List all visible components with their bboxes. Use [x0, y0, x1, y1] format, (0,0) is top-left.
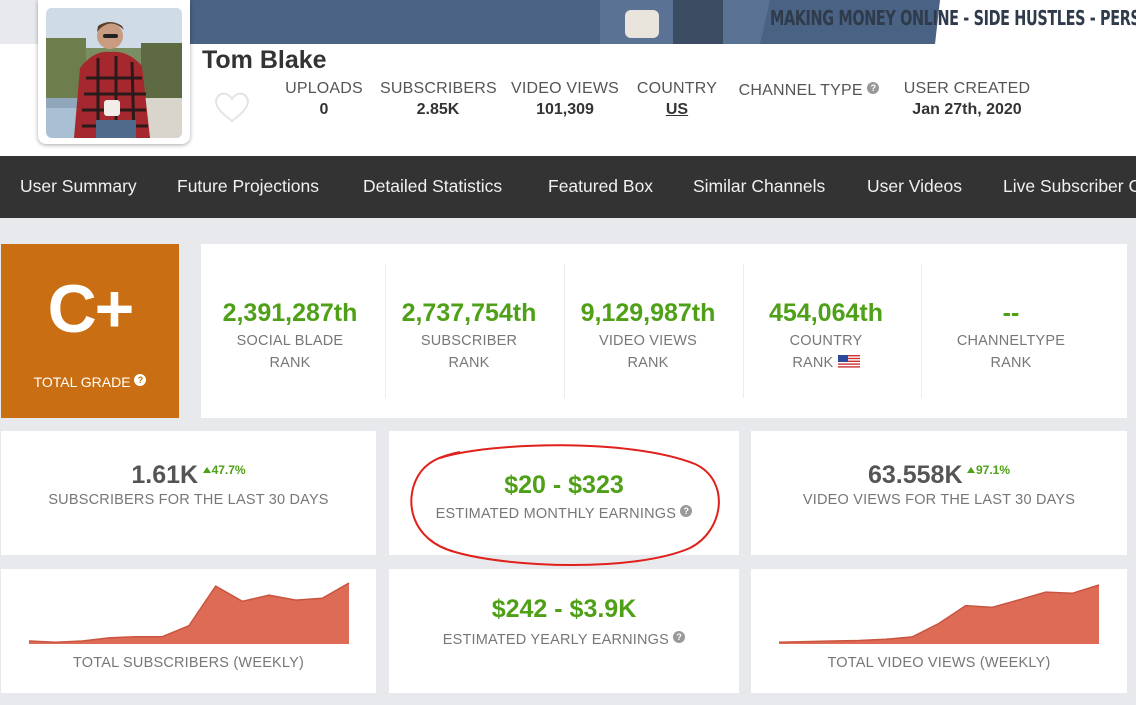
stat-label: VIDEO VIEWS [511, 80, 619, 97]
help-icon[interactable]: ? [680, 505, 693, 517]
yearly-earnings-label: ESTIMATED YEARLY EARNINGS [442, 632, 670, 648]
rank-label: RANK [792, 355, 834, 371]
stat-label: CHANNEL TYPE [738, 82, 863, 99]
subs-growth-badge: 47.7% [202, 463, 246, 477]
rank-label: RANK [269, 355, 311, 371]
rank-label: RANK [990, 355, 1032, 371]
country-link[interactable]: US [665, 101, 689, 118]
subs-30-days-label: SUBSCRIBERS FOR THE LAST 30 DAYS [48, 492, 329, 508]
grade-label: TOTAL GRADE [33, 374, 131, 390]
rank-channel-type: -- CHANNELTYPE RANK [921, 264, 1101, 398]
stat-channel-type: CHANNEL TYPE ? [734, 82, 884, 103]
rank-value: 454,064th [769, 299, 883, 327]
views-30-days-label: VIDEO VIEWS FOR THE LAST 30 DAYS [802, 492, 1076, 508]
help-icon[interactable]: ? [134, 374, 147, 386]
divider [921, 264, 922, 398]
tab-future-projections[interactable]: Future Projections [177, 176, 320, 196]
tab-similar-channels[interactable]: Similar Channels [693, 176, 826, 196]
rank-value: 9,129,987th [580, 299, 716, 327]
tab-detailed-statistics[interactable]: Detailed Statistics [363, 176, 503, 196]
rank-country: 454,064th COUNTRY RANK [737, 264, 915, 398]
stat-video-views: VIDEO VIEWS 101,309 [510, 80, 620, 119]
arrow-up-icon [966, 467, 975, 473]
yearly-earnings-value: $242 - $3.9K [491, 595, 637, 623]
tab-user-summary[interactable]: User Summary [20, 176, 137, 196]
stat-country: COUNTRY US [634, 80, 720, 119]
subs-weekly-chart-card: TOTAL SUBSCRIBERS (WEEKLY) [1, 569, 376, 693]
rank-value: 2,737,754th [401, 299, 537, 327]
tab-featured-box[interactable]: Featured Box [548, 176, 654, 196]
views-30-days-value: 63.558K [867, 461, 963, 489]
rank-label: SUBSCRIBER [420, 333, 518, 349]
grade-value: C+ [47, 271, 135, 347]
tab-live-subscriber-count[interactable]: Live Subscriber Count [1003, 176, 1136, 196]
rank-value: 2,391,287th [222, 299, 358, 327]
views-weekly-chart-label: TOTAL VIDEO VIEWS (WEEKLY) [827, 655, 1051, 671]
divider [743, 264, 744, 398]
channel-header: MAKING MONEY ONLINE - SIDE HUSTLES - PER… [0, 0, 1136, 156]
monthly-earnings-value: $20 - $323 [504, 471, 624, 499]
subs-chart-line [28, 582, 350, 643]
monthly-earnings-card: $20 - $323 ESTIMATED MONTHLY EARNINGS ? [389, 431, 739, 555]
rank-social-blade: 2,391,287th SOCIAL BLADE RANK [201, 264, 379, 398]
rank-subscriber: 2,737,754th SUBSCRIBER RANK [379, 264, 559, 398]
annotation-circle [410, 444, 720, 566]
views-weekly-chart-card: TOTAL VIDEO VIEWS (WEEKLY) [751, 569, 1127, 693]
subs-30-days-value: 1.61K [131, 461, 199, 489]
stat-uploads: UPLOADS 0 [284, 80, 364, 119]
stat-label: USER CREATED [903, 80, 1031, 97]
stat-value: 0 [319, 101, 329, 118]
channel-banner: MAKING MONEY ONLINE - SIDE HUSTLES - PER… [0, 0, 1136, 44]
views-30-days-card: 63.558K 97.1% VIDEO VIEWS FOR THE LAST 3… [751, 431, 1127, 555]
stat-label: UPLOADS [285, 80, 363, 97]
us-flag-icon [837, 355, 860, 368]
subs-chart-area [29, 583, 349, 644]
stat-value: 101,309 [536, 101, 594, 118]
rank-label: RANK [448, 355, 490, 371]
divider [564, 264, 565, 398]
ranks-card: 2,391,287th SOCIAL BLADE RANK 2,737,754t… [201, 244, 1127, 418]
stat-value: 2.85K [416, 101, 460, 118]
avatar-frame [38, 0, 190, 144]
arrow-up-icon [202, 467, 211, 473]
total-grade-card: C+ TOTAL GRADE ? [1, 244, 179, 418]
banner-slogan: MAKING MONEY ONLINE - SIDE HUSTLES - PER… [770, 6, 1136, 30]
views-growth-badge: 97.1% [966, 463, 1010, 477]
views-chart-line [778, 584, 1100, 643]
stat-label: SUBSCRIBERS [380, 80, 497, 97]
monthly-earnings-label: ESTIMATED MONTHLY EARNINGS [435, 506, 677, 522]
rank-label: COUNTRY [789, 333, 863, 349]
help-icon[interactable]: ? [673, 631, 686, 643]
rank-label: SOCIAL BLADE [236, 333, 344, 349]
favorite-heart-icon[interactable] [213, 90, 251, 124]
subs-30-days-card: 1.61K 47.7% SUBSCRIBERS FOR THE LAST 30 … [1, 431, 376, 555]
stat-label: COUNTRY [636, 80, 718, 97]
rank-value: -- [1002, 299, 1020, 327]
divider [385, 264, 386, 398]
avatar [46, 8, 182, 138]
rank-label: CHANNELTYPE [956, 333, 1066, 349]
rank-video-views: 9,129,987th VIDEO VIEWS RANK [558, 264, 738, 398]
stat-user-created: USER CREATED Jan 27th, 2020 [896, 80, 1038, 119]
views-weekly-chart [778, 584, 1100, 644]
rank-label: RANK [627, 355, 669, 371]
tab-user-videos[interactable]: User Videos [867, 176, 963, 196]
views-chart-area [779, 585, 1099, 644]
stat-value: Jan 27th, 2020 [912, 101, 1022, 118]
tab-nav: User Summary Future Projections Detailed… [0, 156, 1136, 218]
channel-name: Tom Blake [202, 46, 327, 74]
yearly-earnings-card: $242 - $3.9K ESTIMATED YEARLY EARNINGS ? [389, 569, 739, 693]
rank-label: VIDEO VIEWS [598, 333, 698, 349]
subs-weekly-chart-label: TOTAL SUBSCRIBERS (WEEKLY) [72, 655, 305, 671]
help-icon[interactable]: ? [867, 82, 880, 94]
subs-weekly-chart [28, 582, 350, 644]
stat-subscribers: SUBSCRIBERS 2.85K [380, 80, 497, 119]
